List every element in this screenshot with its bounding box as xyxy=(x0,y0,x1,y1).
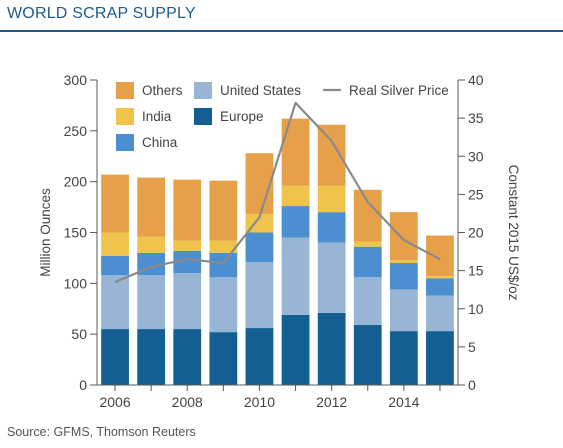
chart-title: WORLD SCRAP SUPPLY xyxy=(7,5,196,22)
bar-india-2010 xyxy=(245,214,274,233)
bar-others-2010 xyxy=(245,153,274,215)
bar-europe-2013 xyxy=(353,325,382,385)
legend-swatch-china xyxy=(116,134,134,151)
title-divider xyxy=(0,30,563,32)
legend-label-china: China xyxy=(142,135,178,150)
bar-united-states-2015 xyxy=(426,295,454,332)
bar-india-2006 xyxy=(101,232,129,256)
y-tick-label-250: 250 xyxy=(64,123,88,139)
legend-label-europe: Europe xyxy=(220,109,264,124)
bar-china-2012 xyxy=(317,212,346,243)
bar-europe-2007 xyxy=(137,329,166,385)
bar-united-states-2007 xyxy=(137,275,166,330)
y2-tick-label-25: 25 xyxy=(468,186,484,202)
bar-india-2014 xyxy=(389,259,418,263)
bar-china-2010 xyxy=(245,232,274,262)
y-tick-label-300: 300 xyxy=(64,72,88,88)
bar-india-2012 xyxy=(317,185,346,213)
y2-tick-label-10: 10 xyxy=(468,301,484,317)
y2-tick-label-40: 40 xyxy=(468,72,484,88)
bar-europe-2014 xyxy=(389,331,418,385)
x-tick-label-2010: 2010 xyxy=(244,394,275,410)
bar-others-2013 xyxy=(353,189,382,242)
y2-tick-label-35: 35 xyxy=(468,110,484,126)
y2-tick-label-15: 15 xyxy=(468,263,484,279)
y-tick-label-150: 150 xyxy=(64,225,88,241)
bar-europe-2008 xyxy=(173,329,202,385)
bar-europe-2015 xyxy=(426,331,454,385)
bar-others-2007 xyxy=(137,177,166,237)
bar-others-2011 xyxy=(281,118,310,186)
bar-india-2011 xyxy=(281,185,310,207)
bar-europe-2009 xyxy=(209,332,238,385)
bar-india-2013 xyxy=(353,241,382,247)
legend-label-others: Others xyxy=(142,83,183,98)
bar-united-states-2010 xyxy=(245,261,274,329)
bar-united-states-2012 xyxy=(317,242,346,313)
source-note: Source: GFMS, Thomson Reuters xyxy=(7,425,196,439)
bar-united-states-2014 xyxy=(389,289,418,332)
bar-united-states-2011 xyxy=(281,237,310,315)
bar-united-states-2013 xyxy=(353,277,382,326)
bar-china-2013 xyxy=(353,246,382,278)
bar-others-2015 xyxy=(426,235,454,277)
y-tick-label-50: 50 xyxy=(71,326,87,342)
bar-europe-2011 xyxy=(281,314,310,385)
bar-europe-2006 xyxy=(101,329,129,385)
bar-china-2006 xyxy=(101,255,129,276)
legend-swatch-india xyxy=(116,108,134,125)
x-tick-label-2008: 2008 xyxy=(172,394,203,410)
y-axis-label: Million Ounces xyxy=(38,188,53,277)
y2-tick-label-0: 0 xyxy=(468,377,476,393)
bar-china-2008 xyxy=(173,250,202,274)
y-tick-label-100: 100 xyxy=(64,275,88,291)
bar-united-states-2009 xyxy=(209,277,238,333)
y-tick-label-0: 0 xyxy=(79,377,87,393)
legend-label-india: India xyxy=(142,109,172,124)
bar-others-2006 xyxy=(101,174,129,233)
bar-india-2007 xyxy=(137,236,166,253)
legend-label-real-silver-price: Real Silver Price xyxy=(349,83,449,98)
y2-tick-label-5: 5 xyxy=(468,339,476,355)
legend-swatch-united-states xyxy=(194,82,212,99)
bar-others-2014 xyxy=(389,212,418,260)
bar-others-2008 xyxy=(173,179,202,241)
bar-united-states-2008 xyxy=(173,273,202,330)
bar-europe-2012 xyxy=(317,312,346,385)
x-tick-label-2014: 2014 xyxy=(388,394,419,410)
real-silver-price-line xyxy=(114,101,441,284)
bar-china-2015 xyxy=(426,278,454,296)
y2-axis-label: Constant 2015 US$/oz xyxy=(506,165,521,301)
bar-others-2012 xyxy=(317,124,346,186)
bar-india-2008 xyxy=(173,240,202,251)
legend-label-united-states: United States xyxy=(220,83,301,98)
x-tick-label-2006: 2006 xyxy=(99,394,130,410)
y2-tick-label-20: 20 xyxy=(468,225,484,241)
y2-tick-label-30: 30 xyxy=(468,148,484,164)
bar-united-states-2006 xyxy=(101,275,129,330)
bar-others-2009 xyxy=(209,180,238,241)
bar-china-2011 xyxy=(281,206,310,238)
bar-china-2009 xyxy=(209,252,238,278)
legend-swatch-europe xyxy=(194,108,212,125)
bar-china-2014 xyxy=(389,263,418,290)
y-tick-label-200: 200 xyxy=(64,174,88,190)
legend-swatch-others xyxy=(116,82,134,99)
bar-india-2009 xyxy=(209,240,238,253)
bar-europe-2010 xyxy=(245,328,274,385)
bar-india-2015 xyxy=(426,276,454,279)
x-tick-label-2012: 2012 xyxy=(316,394,347,410)
